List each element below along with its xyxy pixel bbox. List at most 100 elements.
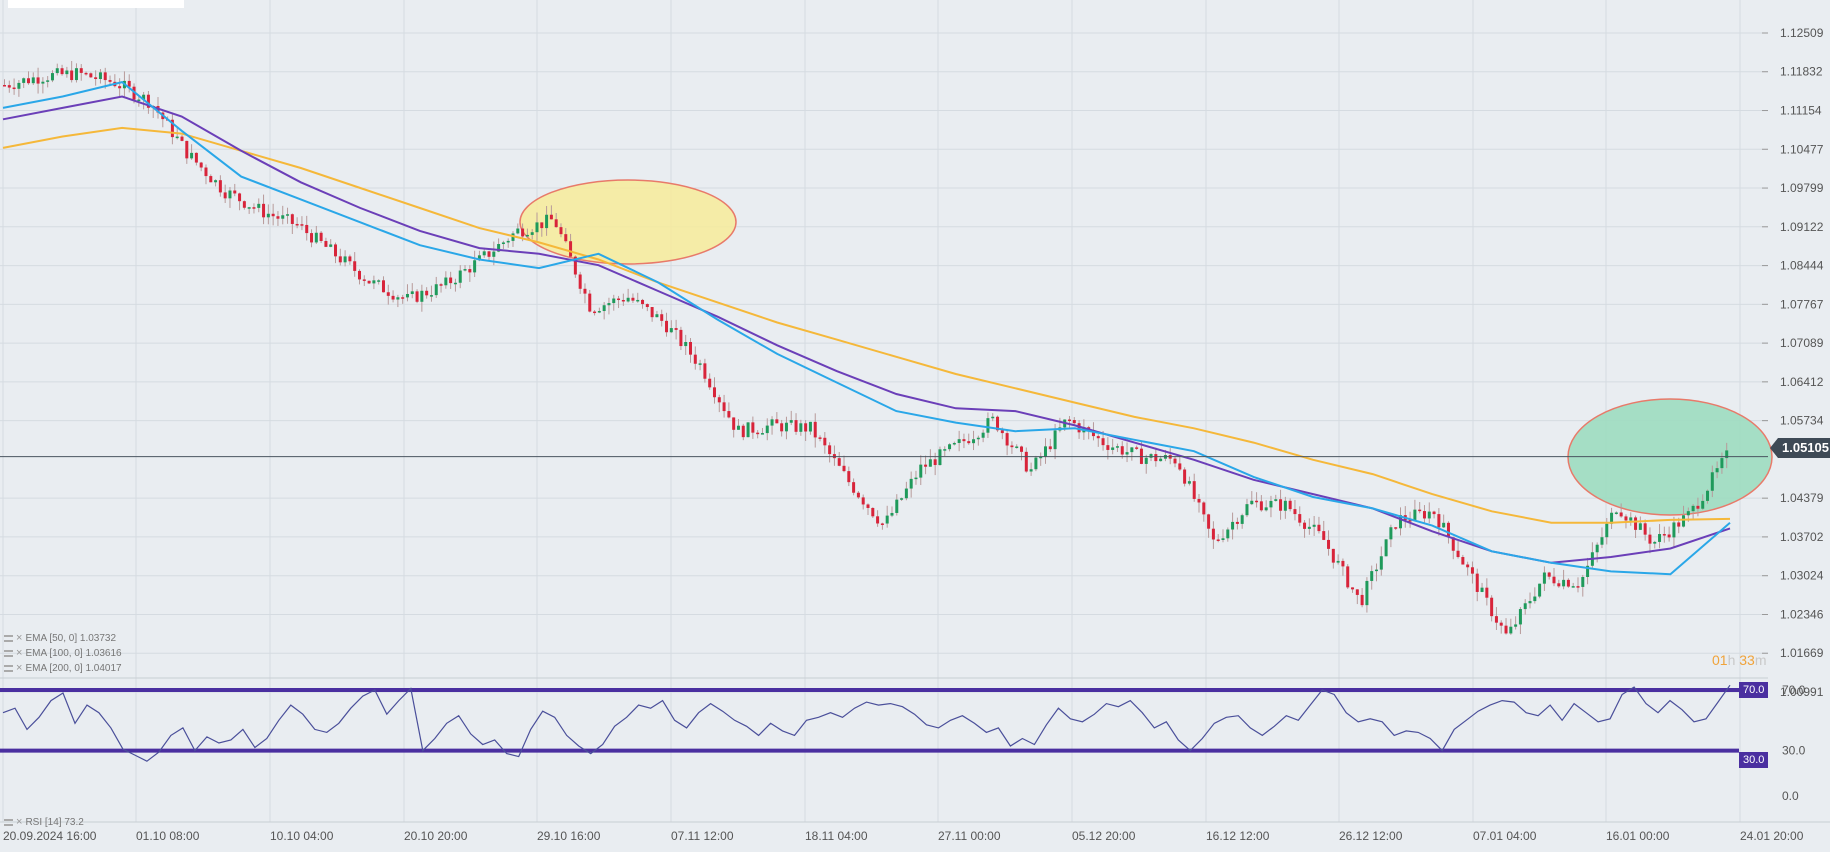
candle-body <box>463 269 467 271</box>
candle-body <box>1682 515 1686 527</box>
candle-body <box>794 420 798 432</box>
candle-body <box>1317 524 1321 532</box>
candle-body <box>79 68 83 73</box>
price-axis-label: 1.05734 <box>1780 414 1824 428</box>
price-axis-label: 1.11832 <box>1780 65 1823 79</box>
candle-body <box>684 341 688 347</box>
candle-body <box>559 227 563 235</box>
candle-body <box>1667 534 1671 538</box>
close-icon[interactable]: × <box>16 647 23 659</box>
settings-list-icon[interactable] <box>4 819 13 826</box>
candle-body <box>329 244 333 247</box>
candle-body <box>1586 565 1590 577</box>
settings-list-icon[interactable] <box>4 665 13 672</box>
candle-body <box>765 425 769 434</box>
legend-ema50[interactable]: × EMA [50, 0] 1.03732 <box>4 631 122 646</box>
rsi-line <box>2 684 1731 762</box>
candle-body <box>626 297 630 302</box>
candle-body <box>444 277 448 286</box>
candle-body <box>852 482 856 493</box>
candle-body <box>525 234 529 237</box>
candle-body <box>46 80 50 82</box>
candle-body <box>286 214 290 216</box>
candle-body <box>1514 624 1518 627</box>
candle-body <box>137 99 141 102</box>
rsi-level-70-tag: 70.0 <box>1739 682 1769 698</box>
candle-body <box>1264 507 1268 511</box>
candle-body <box>1418 509 1422 512</box>
candle-body <box>885 515 889 524</box>
candle-body <box>1547 572 1551 577</box>
candle-body <box>194 152 198 163</box>
candle-body <box>736 425 740 430</box>
candle-body <box>890 512 894 516</box>
candle-body <box>50 73 54 81</box>
candle-body <box>1475 573 1479 592</box>
close-icon[interactable]: × <box>16 662 23 674</box>
candle-body <box>1528 601 1532 604</box>
candle-body <box>895 499 899 513</box>
time-axis-label: 24.01 20:00 <box>1740 829 1804 843</box>
candle-body <box>458 270 462 283</box>
candle-body <box>1187 481 1191 484</box>
candle-body <box>928 459 932 467</box>
close-icon[interactable]: × <box>16 632 23 644</box>
close-icon[interactable]: × <box>16 816 23 828</box>
candle-body <box>1096 436 1100 439</box>
candle-body <box>650 307 654 318</box>
legend-label: EMA [200, 0] 1.04017 <box>25 663 122 674</box>
settings-list-icon[interactable] <box>4 635 13 642</box>
countdown-minutes: 33 <box>1739 652 1755 668</box>
candle-body <box>1490 597 1494 617</box>
candle-body <box>828 445 832 455</box>
candle-body <box>310 233 314 243</box>
highlight-ellipse-yellow[interactable] <box>519 179 737 265</box>
candle-body <box>1240 515 1244 524</box>
candle-body <box>1605 523 1609 538</box>
candle-body <box>434 284 438 296</box>
candle-body <box>218 180 222 193</box>
candle-body <box>1154 454 1158 462</box>
candle-body <box>1518 609 1522 625</box>
rsi-axis-label: 0.0 <box>1782 789 1799 803</box>
settings-list-icon[interactable] <box>4 650 13 657</box>
candle-body <box>1043 446 1047 457</box>
candle-body <box>190 152 194 159</box>
candle-body <box>665 320 669 333</box>
candle-body <box>453 282 457 285</box>
candle-body <box>597 311 601 313</box>
candle-body <box>1384 539 1388 557</box>
candle-body <box>1461 557 1465 565</box>
legend-label: EMA [50, 0] 1.03732 <box>25 633 117 644</box>
legend-rsi[interactable]: × RSI [14] 73.2 <box>4 815 84 830</box>
legend-ema200[interactable]: × EMA [200, 0] 1.04017 <box>4 661 122 676</box>
candle-body <box>1307 526 1311 529</box>
candle-body <box>1662 534 1666 536</box>
candle-body <box>1000 430 1004 434</box>
candle-body <box>1221 538 1225 540</box>
candle-body <box>986 418 990 433</box>
candle-body <box>837 458 841 466</box>
candle-body <box>679 329 683 347</box>
candle-body <box>1686 511 1690 516</box>
candle-body <box>1115 446 1119 448</box>
candle-body <box>214 180 218 183</box>
candle-body <box>540 222 544 229</box>
candle-body <box>1629 517 1633 521</box>
candle-body <box>70 70 74 81</box>
candle-body <box>1288 500 1292 510</box>
candle-body <box>372 280 376 284</box>
legend-ema100[interactable]: × EMA [100, 0] 1.03616 <box>4 646 122 661</box>
candle-body <box>1706 490 1710 501</box>
candle-body <box>477 255 481 261</box>
price-axis-label: 1.09799 <box>1780 181 1824 195</box>
candle-body <box>290 214 294 224</box>
candle-body <box>1259 501 1263 511</box>
candle-body <box>425 290 429 296</box>
candle-body <box>473 260 477 273</box>
candle-body <box>1466 564 1470 568</box>
candle-body <box>1034 457 1038 470</box>
candle-body <box>674 328 678 330</box>
